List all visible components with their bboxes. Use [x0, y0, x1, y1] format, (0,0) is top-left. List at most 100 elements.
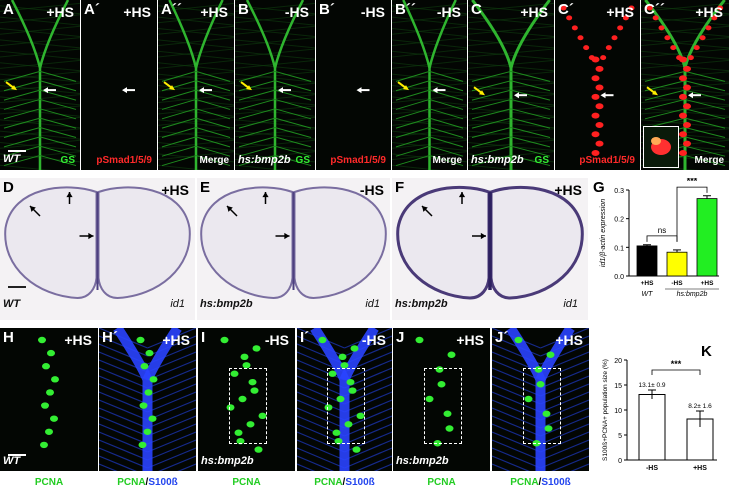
category-label: -HS [646, 465, 658, 472]
scale-bar [8, 286, 26, 288]
significance-label: *** [671, 359, 682, 369]
panel-B: B -HS GS hs:bmp2b [235, 0, 315, 170]
panel-H: H +HS WT [0, 328, 98, 471]
genotype-label: hs:bmp2b [201, 455, 254, 467]
panel-label: C´ [558, 1, 574, 18]
channel-label: pSmad1/5/9 [330, 155, 386, 166]
chart-g-svg: G 0.0 0.1 0.2 0.3 id1/β-actin expression +HS -H… [593, 178, 719, 298]
y-tick-label: 15 [614, 383, 622, 390]
panel-J1: J´ +HS [492, 328, 589, 471]
panel-I: I -HS hs:bmp2b [198, 328, 295, 471]
y-axis-label: id1/β-actin expression [600, 199, 607, 267]
panel-label: C [471, 1, 482, 18]
inset-zoom [643, 126, 679, 168]
chart-k-svg: K 0 5 10 15 20 S100ß+PCNA+ population size (%)… [602, 343, 717, 472]
roi-box [326, 367, 365, 444]
heat-shock-label: +HS [200, 4, 228, 20]
genotype-label: hs:bmp2b [395, 298, 448, 310]
chart-g: G 0.0 0.1 0.2 0.3 id1/β-actin expression +HS -H… [591, 178, 727, 318]
panel-label: H [3, 329, 14, 346]
bar [638, 394, 666, 461]
panel-A2: A´´ +HS Merge [158, 0, 234, 170]
channel-label: Merge [199, 155, 229, 166]
panel-A1: A´ +HS pSmad1/5/9 [81, 0, 157, 170]
scale-bar [8, 454, 26, 456]
heat-shock-label: +HS [456, 332, 484, 348]
panel-C1: C´ +HS pSmad1/5/9 [555, 0, 640, 170]
heat-shock-label: -HS [436, 4, 461, 20]
panel-label: I´ [300, 329, 310, 346]
panel-label: H´ [102, 329, 118, 346]
bar [636, 245, 658, 277]
significance-label: ns [658, 226, 666, 235]
stain-label: PCNA [232, 477, 261, 488]
category-label: -HS [671, 280, 683, 287]
chart-panel-label: G [593, 179, 605, 196]
channel-label: Merge [694, 155, 724, 166]
heat-shock-label: +HS [46, 4, 74, 20]
heat-shock-label: +HS [64, 332, 92, 348]
stain-label: PCNA/S100ß [314, 477, 375, 488]
channel-label: Merge [432, 155, 462, 166]
significance-label: *** [687, 178, 698, 186]
stain-label: PCNA [427, 477, 456, 488]
chart-panel-label: K [701, 343, 712, 360]
y-tick-label: 0.2 [614, 217, 624, 224]
panel-B2: B´´ -HS Merge [392, 0, 467, 170]
y-tick-label: 0.3 [614, 188, 624, 195]
panel-J: J +HS hs:bmp2b [393, 328, 490, 471]
panel-label: A´ [84, 1, 100, 18]
y-tick-label: 0 [618, 458, 622, 465]
heat-shock-label: +HS [520, 4, 548, 20]
panel-F: F +HS hs:bmp2b id1 [392, 178, 588, 320]
panel-label: B´ [319, 1, 335, 18]
bar [696, 198, 718, 277]
genotype-label: hs:bmp2b [471, 154, 524, 166]
heat-shock-label: -HS [361, 332, 386, 348]
panel-label: B [238, 1, 249, 18]
heat-shock-label: -HS [359, 182, 384, 198]
panel-A: A +HS GS WT [0, 0, 80, 170]
channel-label: GS [534, 155, 549, 166]
y-tick-label: 5 [618, 433, 622, 440]
heat-shock-label: -HS [284, 4, 309, 20]
category-label: +HS [693, 465, 707, 472]
heat-shock-label: +HS [554, 182, 582, 198]
y-tick-label: 0.0 [614, 274, 624, 281]
value-label: 13.1± 0.9 [638, 382, 665, 389]
panel-B1: B´ -HS pSmad1/5/9 [316, 0, 391, 170]
panel-C2: C´´ +HS Merge [641, 0, 729, 170]
roi-box [228, 367, 267, 444]
stain-label: PCNA/S100ß [117, 477, 178, 488]
channel-label: GS [60, 155, 75, 166]
genotype-label: WT [3, 298, 21, 310]
panel-label: B´´ [395, 1, 416, 18]
chart-k: K 0 5 10 15 20 S100ß+PCNA+ population size (%)… [591, 342, 727, 492]
heat-shock-label: +HS [695, 4, 723, 20]
heat-shock-label: -HS [264, 332, 289, 348]
panel-H1: H´ +HS [99, 328, 196, 471]
genotype-label: WT [3, 455, 21, 467]
panel-label: J´ [495, 329, 509, 346]
panel-label: A [3, 1, 14, 18]
heat-shock-label: +HS [123, 4, 151, 20]
genotype-label: hs:bmp2b [238, 154, 291, 166]
panel-label: I [201, 329, 206, 346]
panel-label: E [200, 179, 211, 196]
heat-shock-label: -HS [360, 4, 385, 20]
roi-box [423, 367, 462, 444]
y-axis-label: S100ß+PCNA+ population size (%) [602, 359, 609, 461]
panel-label: D [3, 179, 14, 196]
panel-I1: I´ -HS [297, 328, 392, 471]
channel-label: pSmad1/5/9 [96, 155, 152, 166]
stain-label: PCNA [34, 477, 64, 488]
panel-C: C +HS GS hs:bmp2b [468, 0, 554, 170]
marker-label: id1 [170, 298, 185, 310]
panel-label: A´´ [161, 1, 182, 18]
roi-box [522, 367, 561, 444]
heat-shock-label: +HS [555, 332, 583, 348]
y-tick-label: 10 [614, 408, 622, 415]
channel-label: pSmad1/5/9 [579, 155, 635, 166]
stain-label: PCNA/S100ß [510, 477, 571, 488]
marker-label: id1 [563, 298, 578, 310]
